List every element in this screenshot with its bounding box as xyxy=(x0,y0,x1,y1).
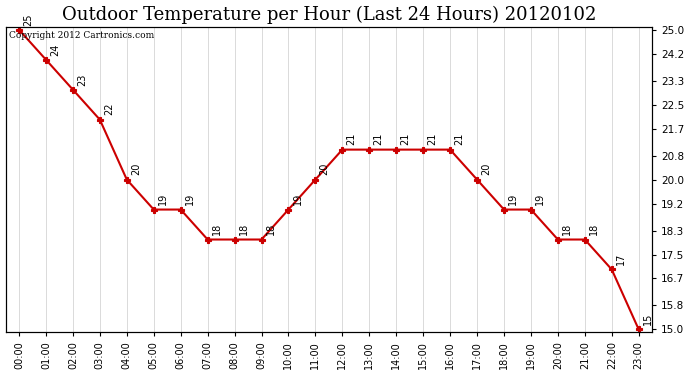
Text: 19: 19 xyxy=(158,193,168,206)
Text: 21: 21 xyxy=(346,133,357,146)
Text: 19: 19 xyxy=(293,193,303,206)
Text: 21: 21 xyxy=(373,133,384,146)
Text: 20: 20 xyxy=(131,163,141,176)
Text: 21: 21 xyxy=(454,133,464,146)
Text: 22: 22 xyxy=(104,103,114,116)
Text: 19: 19 xyxy=(185,193,195,206)
Text: 18: 18 xyxy=(589,223,599,236)
Text: 24: 24 xyxy=(50,43,60,55)
Text: 23: 23 xyxy=(77,73,87,86)
Text: 21: 21 xyxy=(400,133,411,146)
Text: Copyright 2012 Cartronics.com: Copyright 2012 Cartronics.com xyxy=(9,32,154,40)
Text: 18: 18 xyxy=(239,223,248,236)
Text: 17: 17 xyxy=(616,253,626,266)
Text: 19: 19 xyxy=(508,193,518,206)
Text: 21: 21 xyxy=(427,133,437,146)
Title: Outdoor Temperature per Hour (Last 24 Hours) 20120102: Outdoor Temperature per Hour (Last 24 Ho… xyxy=(61,6,596,24)
Text: 18: 18 xyxy=(562,223,572,236)
Text: 15: 15 xyxy=(643,313,653,325)
Text: 25: 25 xyxy=(23,13,33,26)
Text: 20: 20 xyxy=(481,163,491,176)
Text: 18: 18 xyxy=(266,223,276,236)
Text: 20: 20 xyxy=(319,163,330,176)
Text: 18: 18 xyxy=(212,223,221,236)
Text: 19: 19 xyxy=(535,193,545,206)
